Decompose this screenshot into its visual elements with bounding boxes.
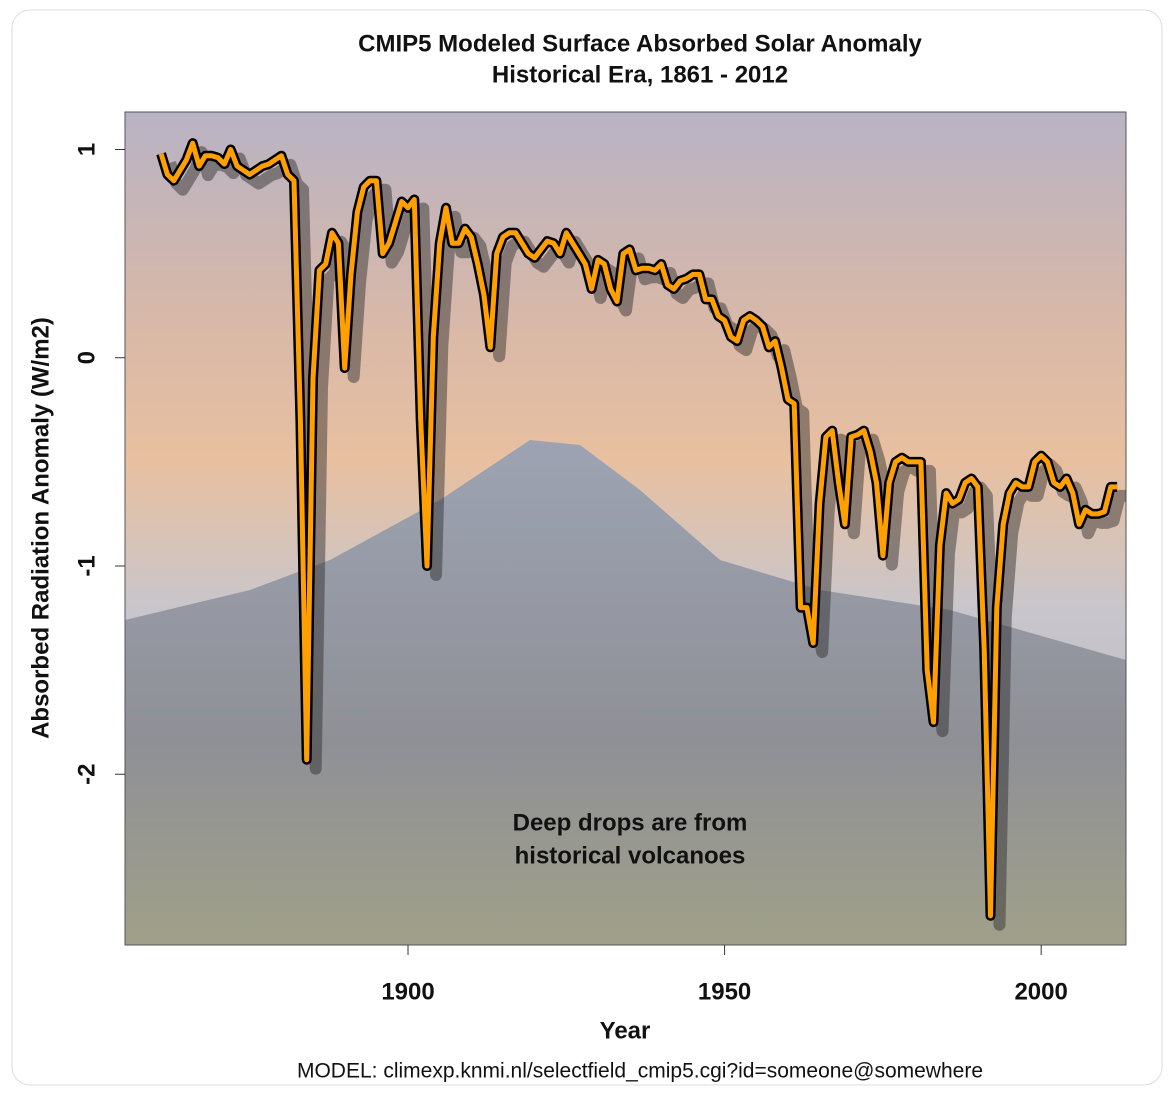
source-note: MODEL: climexp.knmi.nl/selectfield_cmip5… bbox=[297, 1060, 983, 1083]
y-tick-label: -1 bbox=[73, 555, 100, 576]
annotation: historical volcanoes bbox=[515, 842, 746, 869]
x-tick-label: 2000 bbox=[1014, 978, 1067, 1005]
x-tick-label: 1950 bbox=[698, 978, 751, 1005]
annotation: Deep drops are from bbox=[513, 809, 748, 836]
y-tick-label: 0 bbox=[73, 351, 100, 364]
y-tick-label: -2 bbox=[73, 764, 100, 785]
y-axis-label: Absorbed Radiation Anomaly (W/m2) bbox=[27, 317, 54, 739]
chart: 1900 1950 2000 -2 -1 0 1 CMIP5 Modeled Surface… bbox=[0, 0, 1171, 1094]
y-tick-label: 1 bbox=[73, 143, 100, 156]
x-axis-label: Year bbox=[600, 1017, 651, 1044]
chart-subtitle: Historical Era, 1861 - 2012 bbox=[492, 61, 788, 88]
chart-title: CMIP5 Modeled Surface Absorbed Solar Ano… bbox=[358, 30, 922, 57]
x-tick-label: 1900 bbox=[381, 978, 434, 1005]
